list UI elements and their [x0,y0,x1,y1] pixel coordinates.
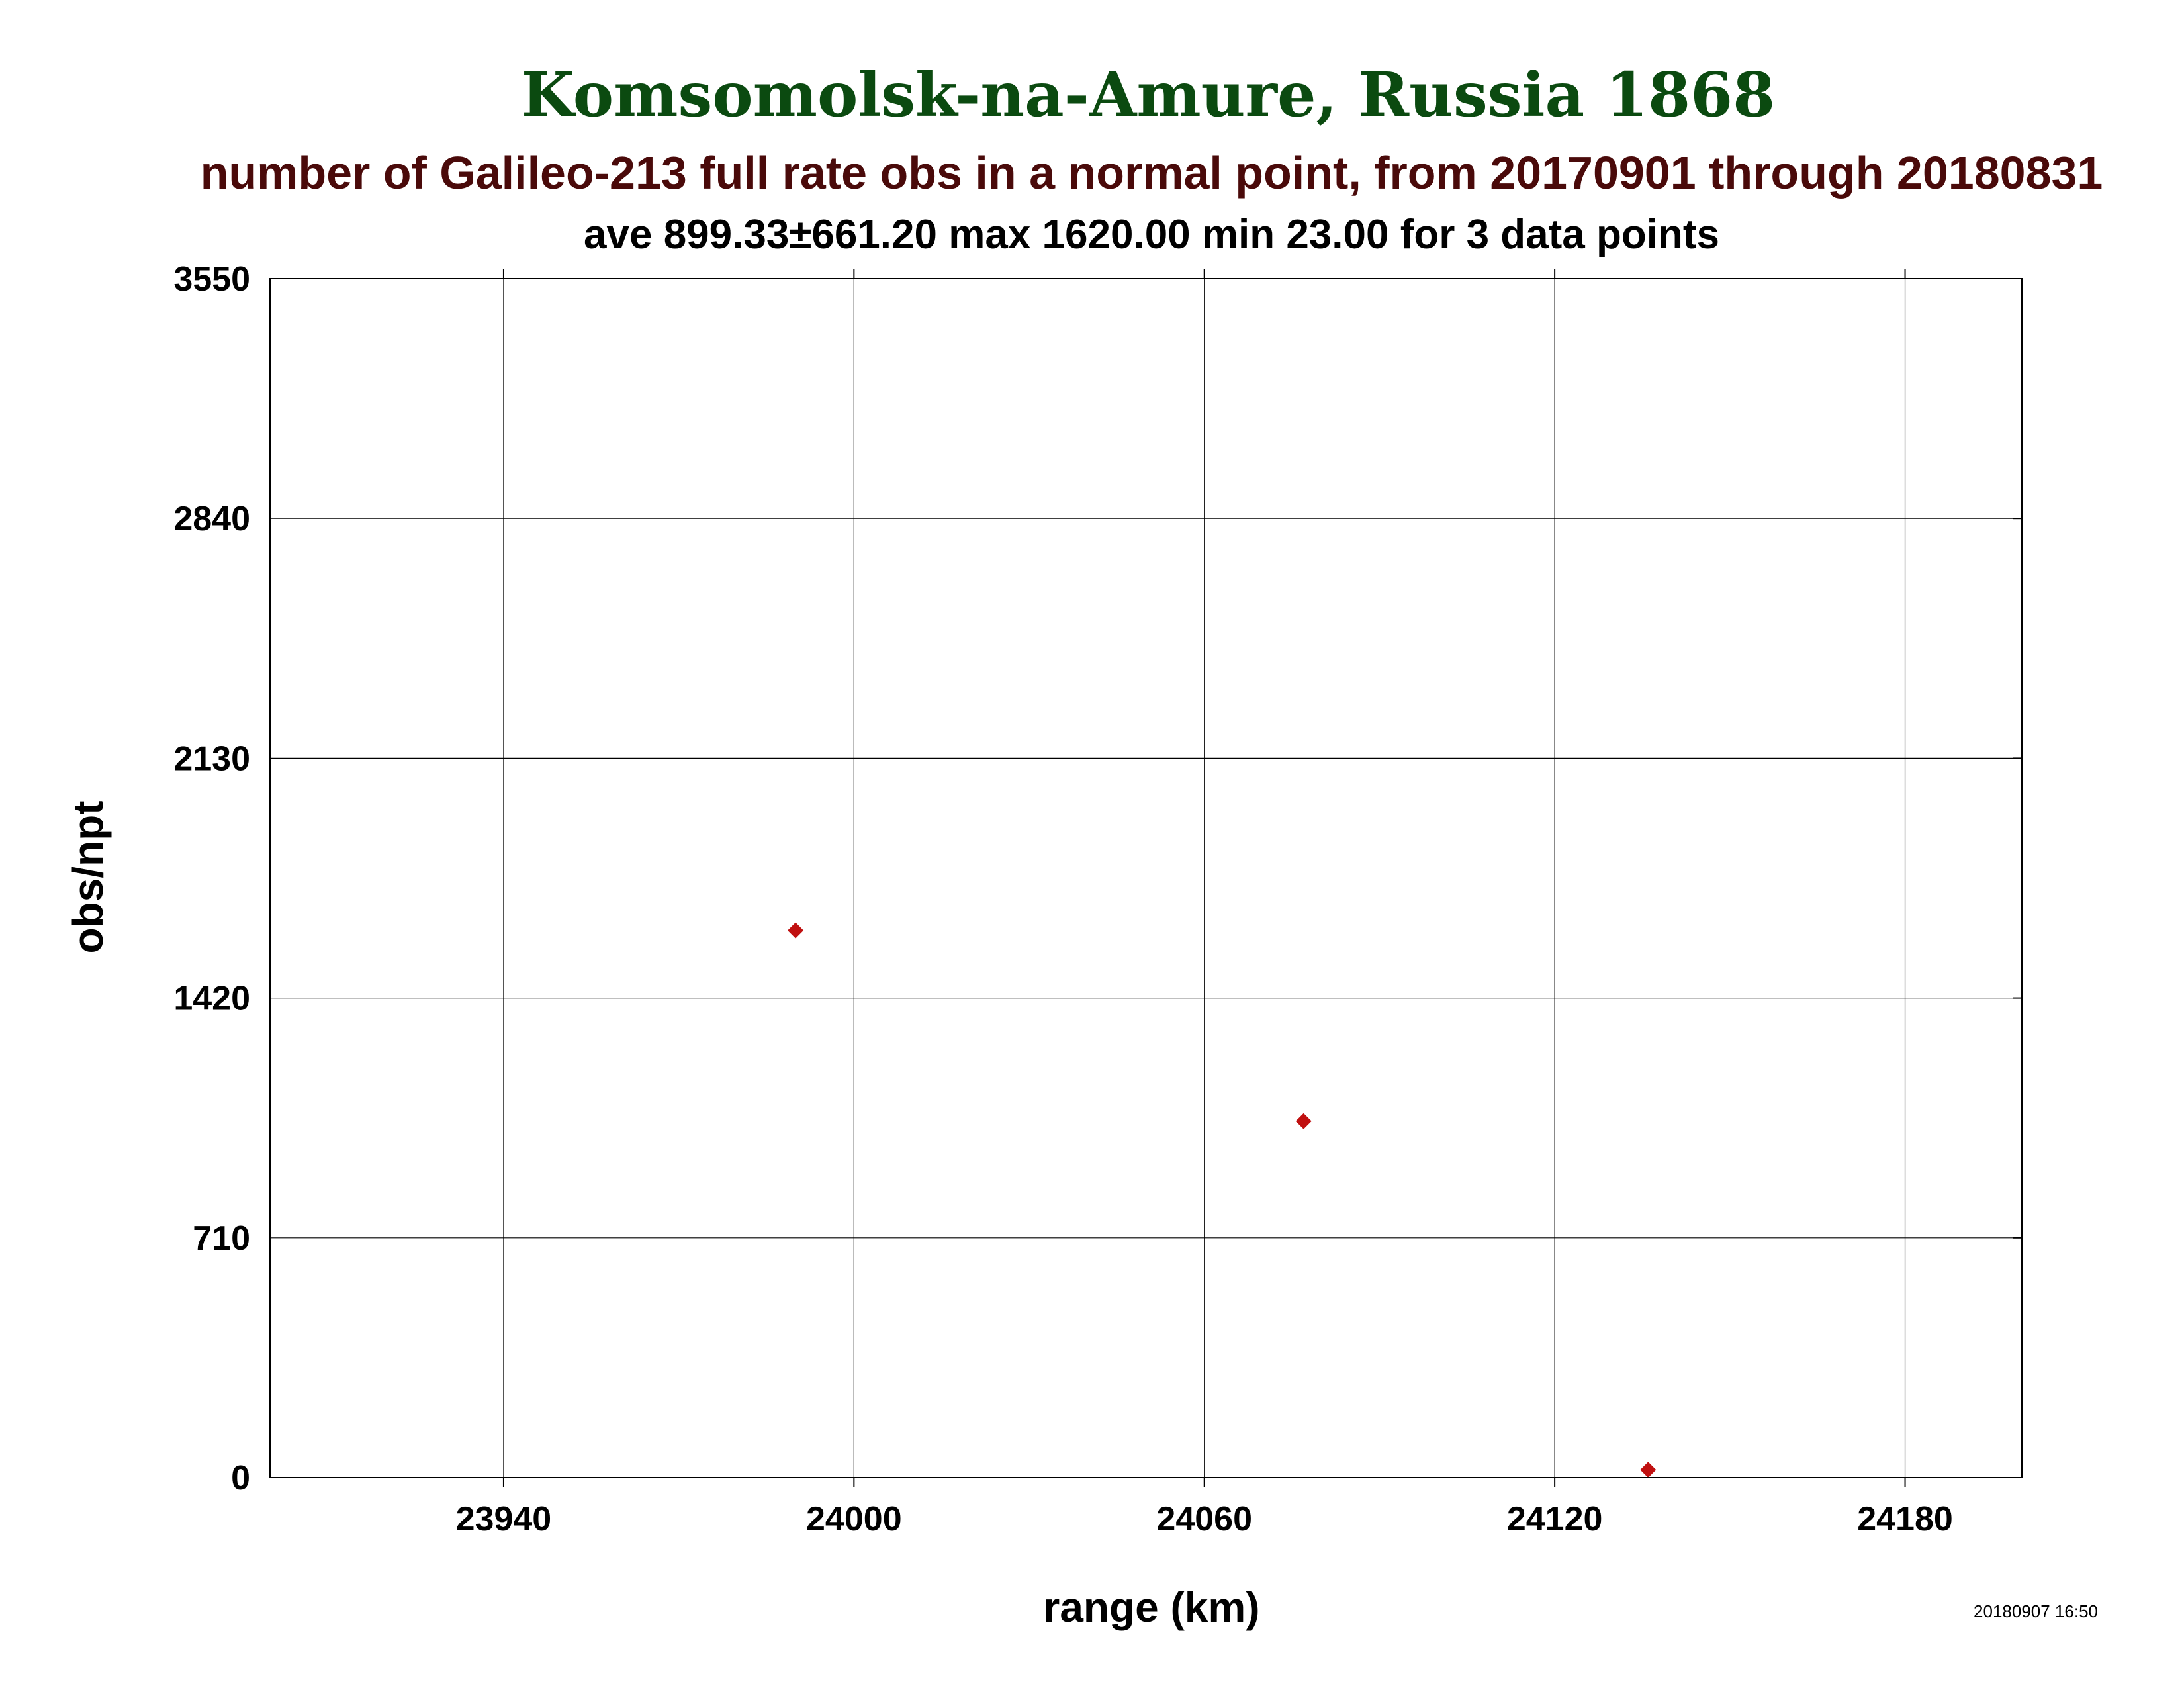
y-tick-label-2: 1420 [173,980,250,1018]
y-tick-label-3: 2130 [173,739,250,778]
stats-line: ave 899.33±661.20 max 1620.00 min 23.00 … [584,212,1719,258]
y-axis: 0 710 1420 2130 2840 3550 [173,260,2022,1497]
data-points [788,922,1657,1478]
plot-frame [269,278,2023,1478]
data-point-0 [788,922,804,939]
data-point-2 [1640,1462,1657,1478]
x-tick-label-3: 24120 [1507,1500,1603,1538]
x-tick-label-1: 24000 [806,1500,902,1538]
y-tick-label-1: 710 [193,1219,250,1258]
x-axis-label: range (km) [1043,1583,1259,1631]
y-tick-label-4: 2840 [173,500,250,538]
x-tick-label-4: 24180 [1857,1500,1953,1538]
x-axis: 23940 24000 24060 24120 24180 [456,269,1953,1538]
grid-layer [270,278,2022,1478]
y-tick-label-0: 0 [231,1459,250,1497]
y-tick-label-5: 3550 [173,260,250,299]
x-tick-label-0: 23940 [456,1500,552,1538]
timestamp: 20180907 16:50 [1974,1601,2098,1621]
y-axis-label: obs/npt [64,800,112,953]
chart-subtitle: number of Galileo-213 full rate obs in a… [201,147,2103,199]
data-point-1 [1295,1113,1312,1129]
x-tick-label-2: 24060 [1156,1500,1252,1538]
chart-title: Komsomolsk-na-Amure, Russia 1868 [522,59,1775,130]
